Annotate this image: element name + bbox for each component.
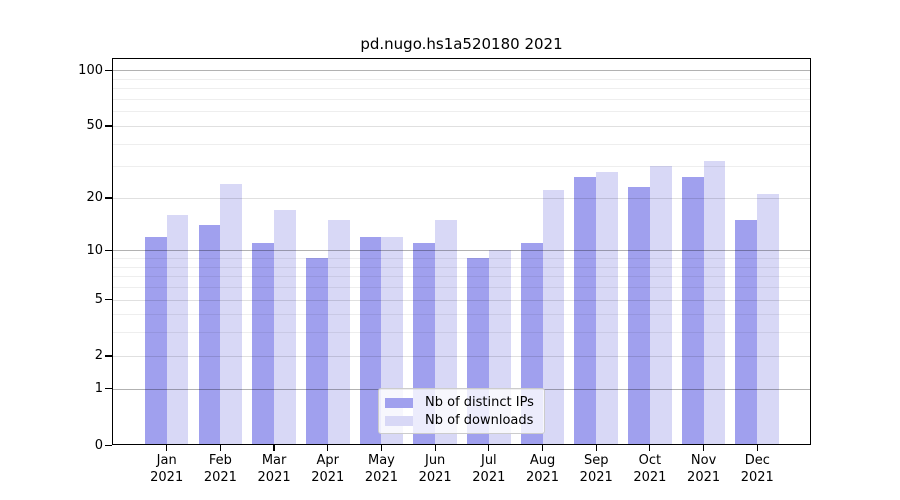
legend-swatch-distinct-ips (385, 398, 413, 408)
y-tick-mark-20 (105, 197, 112, 199)
y-tick-label-5: 5 (94, 292, 103, 308)
legend: Nb of distinct IPs Nb of downloads (378, 388, 545, 434)
minor-gridline-80 (112, 88, 811, 90)
y-tick-mark-0 (105, 444, 112, 446)
x-tick-mark-jul (488, 445, 490, 451)
x-tick-label-jan: Jan 2021 (150, 453, 184, 485)
minor-gridline-6 (112, 287, 811, 289)
bar-distinct-ips-oct (628, 187, 650, 445)
x-tick-label-apr: Apr 2021 (311, 453, 345, 485)
x-tick-label-nov: Nov 2021 (687, 453, 721, 485)
x-tick-mark-dec (756, 445, 758, 451)
x-tick-label-oct: Oct 2021 (633, 453, 667, 485)
minor-gridline-3 (112, 332, 811, 334)
legend-label-distinct-ips: Nb of distinct IPs (425, 395, 534, 410)
minor-gridline-4 (112, 314, 811, 316)
gridline-5 (112, 299, 811, 301)
legend-swatch-downloads (385, 416, 413, 426)
minor-gridline-90 (112, 78, 811, 80)
bar-downloads-sep (596, 171, 619, 445)
y-tick-mark-2 (105, 355, 112, 357)
y-tick-label-1: 1 (94, 381, 103, 397)
minor-gridline-7 (112, 276, 811, 278)
y-tick-mark-1 (105, 388, 112, 390)
x-tick-mark-oct (649, 445, 651, 451)
x-tick-mark-sep (595, 445, 597, 451)
x-tick-label-mar: Mar 2021 (257, 453, 291, 485)
bar-downloads-apr (327, 219, 350, 445)
bar-distinct-ips-apr (305, 258, 328, 445)
chart-title: pd.nugo.hs1a520180 2021 (360, 35, 563, 53)
bar-distinct-ips-jan (144, 236, 167, 445)
x-tick-mark-aug (541, 445, 544, 451)
minor-gridline-40 (112, 143, 811, 145)
legend-item-downloads: Nb of downloads (385, 412, 537, 430)
x-tick-mark-jun (434, 445, 436, 451)
y-tick-label-20: 20 (86, 190, 103, 206)
y-tick-label-2: 2 (94, 348, 103, 364)
legend-label-downloads: Nb of downloads (425, 413, 534, 428)
y-tick-label-50: 50 (86, 118, 103, 134)
x-tick-label-aug: Aug 2021 (525, 453, 560, 485)
minor-gridline-60 (112, 111, 811, 113)
gridline-2 (112, 355, 811, 357)
minor-gridline-8 (112, 266, 811, 268)
x-tick-label-dec: Dec 2021 (740, 453, 774, 485)
y-tick-mark-100 (105, 69, 112, 72)
bar-distinct-ips-dec (735, 219, 758, 445)
bar-distinct-ips-mar (252, 243, 275, 445)
gridline-50 (112, 125, 811, 127)
minor-gridline-70 (112, 99, 811, 100)
x-tick-mark-nov (703, 445, 705, 451)
x-tick-mark-jan (166, 445, 168, 451)
bar-distinct-ips-sep (574, 177, 597, 445)
major-gridline-100 (112, 70, 811, 72)
bar-downloads-dec (757, 194, 780, 445)
bar-downloads-mar (274, 210, 296, 445)
bar-distinct-ips-nov (681, 177, 704, 445)
y-tick-mark-5 (105, 299, 112, 301)
bar-downloads-aug (542, 190, 565, 445)
x-tick-label-feb: Feb 2021 (203, 453, 237, 485)
x-tick-mark-apr (327, 445, 329, 451)
x-tick-label-may: May 2021 (364, 453, 398, 485)
legend-item-distinct-ips: Nb of distinct IPs (385, 394, 537, 412)
minor-gridline-9 (112, 258, 811, 260)
bar-downloads-oct (649, 166, 672, 445)
bar-downloads-nov (703, 161, 726, 445)
y-tick-label-10: 10 (86, 242, 103, 258)
y-tick-mark-10 (105, 249, 112, 252)
minor-gridline-30 (112, 166, 811, 168)
y-tick-label-0: 0 (94, 437, 103, 453)
x-tick-label-jul: Jul 2021 (472, 453, 506, 485)
x-tick-mark-mar (273, 445, 275, 451)
x-tick-mark-may (380, 445, 383, 451)
bar-distinct-ips-feb (198, 225, 221, 445)
y-tick-mark-50 (105, 125, 112, 127)
bar-downloads-jan (166, 215, 189, 445)
x-tick-mark-feb (219, 445, 221, 451)
bar-downloads-feb (220, 183, 243, 445)
major-gridline-10 (112, 250, 811, 252)
gridline-20 (112, 197, 811, 199)
x-tick-label-jun: Jun 2021 (418, 453, 452, 485)
bar-distinct-ips-may (359, 236, 382, 445)
y-tick-label-100: 100 (78, 62, 103, 78)
x-tick-label-sep: Sep 2021 (579, 453, 613, 485)
